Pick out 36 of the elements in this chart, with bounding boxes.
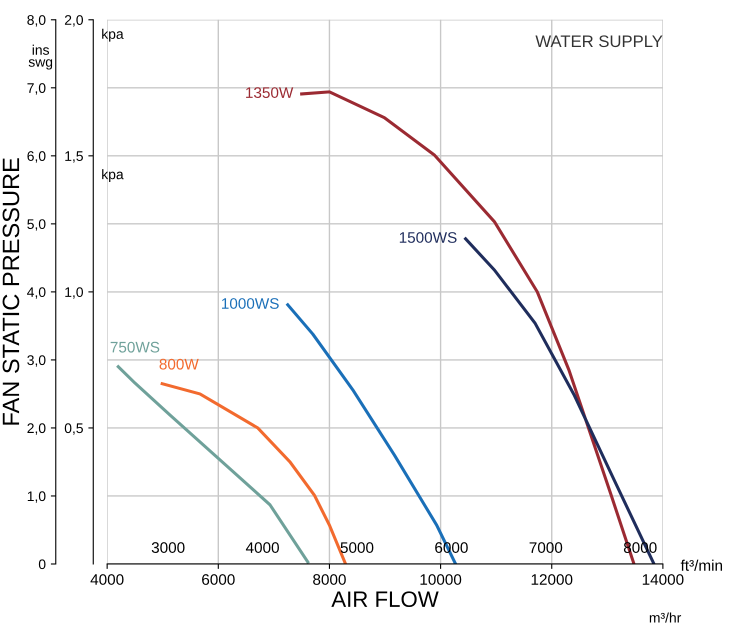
text: WATER SUPPLY — [535, 35, 663, 48]
y-tick-label: 1,0 — [28, 491, 46, 503]
x-tick-label: 12000 — [532, 574, 572, 585]
y2-tick-label: 0,5 — [64, 423, 83, 435]
x-tick-label: 10000 — [420, 574, 462, 585]
x2-tick-label: 5000 — [340, 542, 374, 553]
y-tick-label: 4,0 — [27, 287, 46, 299]
series-label: 800W — [160, 358, 199, 370]
annotation: kpa — [102, 169, 124, 182]
x2-axis-title: ft³/min — [680, 560, 722, 571]
series-label: 1350W — [246, 87, 294, 98]
series-label: 1000WS — [222, 298, 279, 309]
series-label: 1500WS — [400, 232, 457, 243]
x-tick-label: 14000 — [642, 574, 684, 585]
x-axis-title: AIR FLOW — [331, 591, 439, 608]
y-tick-label: 7,0 — [27, 83, 46, 95]
text: ins swg — [28, 44, 52, 70]
y-tick-label: 6,0 — [27, 151, 46, 163]
y2-tick-label: 1,0 — [65, 287, 83, 299]
y-tick-label: 2,0 — [27, 423, 46, 435]
x-tick-label: 8000 — [313, 574, 346, 585]
annotation: kpa — [102, 28, 124, 42]
y2-tick-label: 1,5 — [65, 151, 83, 163]
x-tick-label: 4000 — [90, 574, 124, 585]
x2-tick-label: 7000 — [530, 542, 562, 553]
y-axis-title: FAN STATIC PRESSURE — [2, 158, 20, 425]
x-tick-label: 6000 — [202, 574, 235, 585]
y-tick-label: 3,0 — [27, 355, 46, 367]
y-tick-label: 8,0 — [27, 15, 46, 27]
x2-tick-label: 3000 — [152, 542, 185, 553]
text: m³/hr — [650, 612, 682, 623]
y2-tick-label: 2,0 — [64, 15, 83, 27]
y-tick-label: 0 — [38, 559, 46, 570]
series-label: 750WS — [110, 342, 160, 353]
y-tick-label: 5,0 — [27, 219, 46, 231]
x2-tick-label: 4000 — [246, 542, 279, 553]
